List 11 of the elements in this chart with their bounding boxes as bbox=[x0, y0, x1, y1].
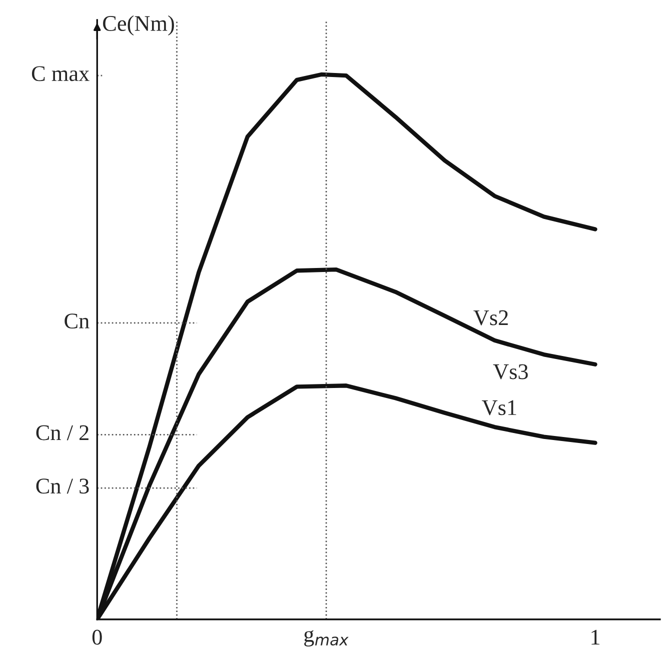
ref-line-label: Cn bbox=[64, 314, 90, 329]
y-axis-title: Ce(Nm) bbox=[103, 15, 174, 36]
x-tick-label: 1 bbox=[592, 630, 600, 645]
ref-line-label: Cn / 2 bbox=[36, 425, 88, 440]
ref-line-label: g$_{max}$ bbox=[304, 630, 349, 646]
annotation: Vs2 bbox=[473, 310, 508, 326]
x-tick-label: 0 bbox=[92, 630, 102, 645]
ref-line-label: C max bbox=[32, 66, 90, 82]
annotation: Vs3 bbox=[493, 364, 528, 380]
ref-line-label: Cn / 3 bbox=[36, 478, 89, 494]
annotation: Vs1 bbox=[482, 400, 516, 416]
